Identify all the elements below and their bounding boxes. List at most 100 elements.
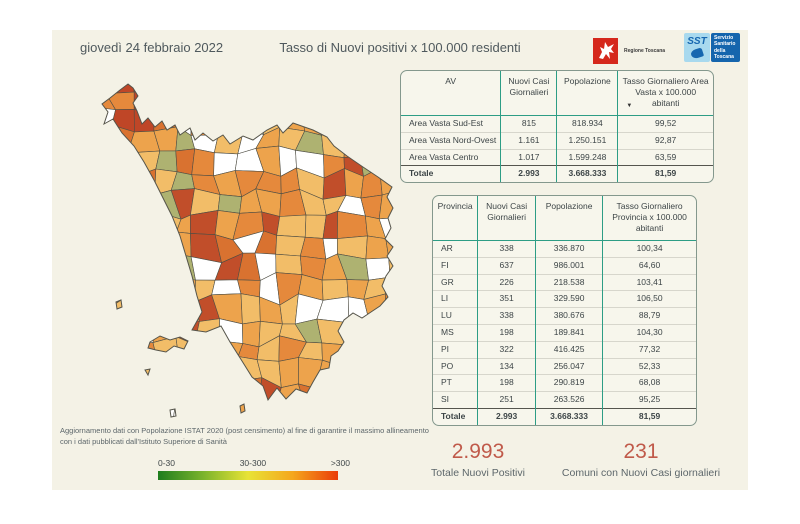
map-municipality[interactable]	[109, 381, 131, 410]
map-municipality[interactable]	[380, 381, 411, 404]
map-municipality[interactable]	[111, 358, 132, 388]
map-municipality[interactable]	[148, 277, 177, 297]
map-municipality[interactable]	[385, 314, 412, 342]
table-total-row[interactable]: Totale 2.993 3.668.333 81,59	[401, 165, 713, 183]
map-municipality[interactable]	[80, 319, 96, 347]
map-municipality[interactable]	[87, 335, 116, 364]
map-municipality[interactable]	[337, 210, 368, 239]
map-municipality[interactable]	[80, 170, 93, 195]
map-municipality[interactable]	[380, 397, 411, 427]
map-municipality[interactable]	[217, 194, 243, 214]
map-municipality[interactable]	[403, 252, 431, 282]
map-municipality[interactable]	[274, 89, 301, 116]
map-municipality[interactable]	[407, 360, 422, 382]
column-header[interactable]: Provincia	[433, 196, 478, 242]
map-municipality[interactable]	[80, 147, 93, 173]
table-row[interactable]: Area Vasta Nord-Ovest 1.161 1.250.151 92,87	[401, 131, 713, 150]
column-header[interactable]: Tasso Giornaliero Provincia x 100.000 ab…	[602, 196, 696, 242]
map-municipality[interactable]	[155, 377, 179, 402]
map-municipality[interactable]	[80, 399, 91, 429]
table-total-row[interactable]: Totale 2.993 3.668.333 81,59	[433, 407, 696, 425]
table-row[interactable]: PI 322 416.425 77,32	[433, 340, 696, 358]
map-municipality[interactable]	[315, 382, 348, 405]
map-municipality[interactable]	[276, 214, 307, 238]
map-municipality[interactable]	[80, 252, 94, 282]
map-municipality[interactable]	[110, 232, 137, 261]
map-municipality[interactable]	[408, 398, 431, 427]
map-municipality[interactable]	[385, 273, 411, 295]
map-municipality[interactable]	[304, 214, 327, 239]
column-header[interactable]: Popolazione	[535, 196, 603, 242]
map-municipality[interactable]	[259, 89, 276, 116]
map-municipality[interactable]	[80, 210, 91, 237]
map-municipality[interactable]	[133, 86, 159, 116]
map-municipality[interactable]	[298, 87, 326, 112]
map-municipality[interactable]	[147, 231, 177, 255]
map-municipality[interactable]	[274, 105, 306, 132]
map-municipality[interactable]	[358, 314, 388, 348]
map-municipality[interactable]	[191, 78, 219, 96]
map-municipality[interactable]	[197, 358, 222, 385]
map-municipality[interactable]	[403, 235, 431, 256]
table-row[interactable]: SI 251 263.526 95,25	[433, 391, 696, 409]
map-municipality[interactable]	[321, 398, 345, 421]
map-municipality[interactable]	[321, 126, 347, 159]
map-municipality[interactable]	[85, 148, 113, 177]
map-municipality[interactable]	[175, 231, 192, 258]
map-municipality[interactable]	[275, 234, 306, 257]
map-municipality[interactable]	[80, 90, 92, 107]
map-municipality[interactable]	[127, 194, 160, 219]
map-municipality[interactable]	[321, 110, 349, 136]
map-municipality[interactable]	[80, 106, 86, 137]
map-municipality[interactable]	[231, 78, 262, 92]
map-municipality[interactable]	[110, 314, 131, 347]
map-municipality[interactable]	[315, 78, 344, 95]
map-municipality[interactable]	[87, 377, 117, 402]
map-municipality[interactable]	[80, 189, 91, 211]
column-header[interactable]: Nuovi Casi Giornalieri	[500, 71, 557, 117]
map-municipality[interactable]	[298, 78, 318, 92]
map-municipality[interactable]	[342, 357, 366, 384]
map-municipality[interactable]	[190, 87, 219, 114]
map-municipality[interactable]	[128, 271, 152, 296]
map-municipality[interactable]	[401, 188, 431, 218]
map-municipality[interactable]	[232, 377, 263, 411]
map-municipality[interactable]	[364, 78, 386, 85]
map-municipality[interactable]	[171, 78, 200, 88]
table-row[interactable]: GR 226 218.538 103,41	[433, 273, 696, 291]
map-municipality[interactable]	[111, 343, 132, 364]
map-municipality[interactable]	[148, 295, 174, 325]
map-municipality[interactable]	[378, 187, 407, 220]
map-municipality[interactable]	[155, 78, 180, 87]
column-header[interactable]: Tasso Giornaliero Area Vasta x 100.000 a…	[617, 71, 713, 117]
map-municipality[interactable]	[134, 168, 157, 200]
map-municipality[interactable]	[93, 251, 113, 283]
map-municipality[interactable]	[358, 340, 388, 360]
map-municipality[interactable]	[343, 381, 365, 408]
map-municipality[interactable]	[385, 292, 411, 322]
map-municipality[interactable]	[170, 296, 200, 322]
map-municipality[interactable]	[299, 236, 327, 260]
map-municipality[interactable]	[259, 78, 286, 92]
map-municipality[interactable]	[274, 78, 300, 92]
map-municipality[interactable]	[211, 279, 242, 296]
map-municipality[interactable]	[129, 382, 156, 410]
map-municipality[interactable]	[112, 271, 130, 305]
map-municipality[interactable]	[315, 87, 349, 116]
table-row[interactable]: PT 198 290.819 68,08	[433, 374, 696, 392]
map-municipality[interactable]	[345, 114, 365, 137]
map-municipality[interactable]	[80, 378, 92, 407]
column-header[interactable]: AV	[401, 71, 501, 117]
map-municipality[interactable]	[85, 124, 113, 152]
map-municipality[interactable]	[242, 320, 261, 348]
map-municipality[interactable]	[93, 295, 116, 320]
map-municipality[interactable]	[342, 344, 366, 368]
map-municipality[interactable]	[107, 175, 136, 200]
map-municipality[interactable]	[173, 84, 193, 114]
table-row[interactable]: LI 351 329.590 106,50	[433, 290, 696, 308]
map-municipality[interactable]	[342, 84, 366, 116]
map-municipality[interactable]	[404, 274, 428, 300]
map-municipality[interactable]	[361, 357, 387, 382]
map-municipality[interactable]	[190, 112, 219, 136]
map-municipality[interactable]	[232, 397, 263, 428]
